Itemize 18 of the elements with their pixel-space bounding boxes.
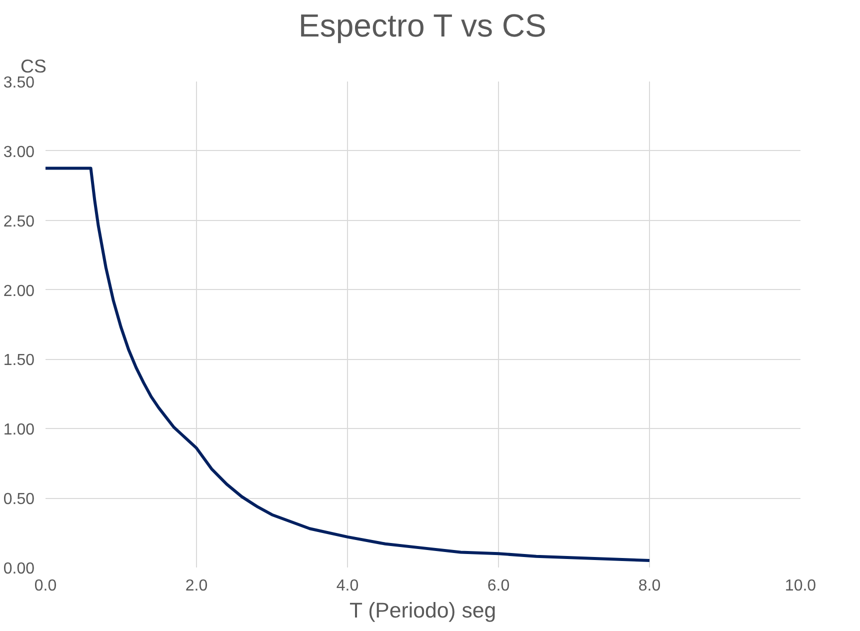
line-series bbox=[46, 166, 651, 562]
y-axis-title: CS bbox=[20, 56, 46, 76]
y-tick-label: 3.00 bbox=[3, 144, 35, 161]
y-tick-label: 1.50 bbox=[3, 352, 35, 370]
x-axis-title: T (Periodo) seg bbox=[350, 598, 496, 622]
x-tick-label: 8.0 bbox=[638, 578, 661, 594]
x-tick-label: 2.0 bbox=[185, 578, 208, 594]
x-tick-label: 4.0 bbox=[336, 578, 359, 594]
chart-title: Espectro T vs CS bbox=[298, 8, 546, 44]
x-tick-label: 6.0 bbox=[487, 578, 510, 594]
y-tick-label: 1.00 bbox=[3, 422, 35, 439]
x-tick-label: 10.0 bbox=[784, 578, 816, 594]
y-tick-label: 0.00 bbox=[3, 560, 35, 578]
y-tick-label: 3.50 bbox=[3, 74, 35, 92]
y-tick-label: 0.50 bbox=[3, 491, 35, 508]
x-tick-label: 0.0 bbox=[34, 578, 57, 594]
y-tick-label: 2.00 bbox=[3, 282, 35, 300]
y-tick-label: 2.50 bbox=[3, 213, 35, 230]
